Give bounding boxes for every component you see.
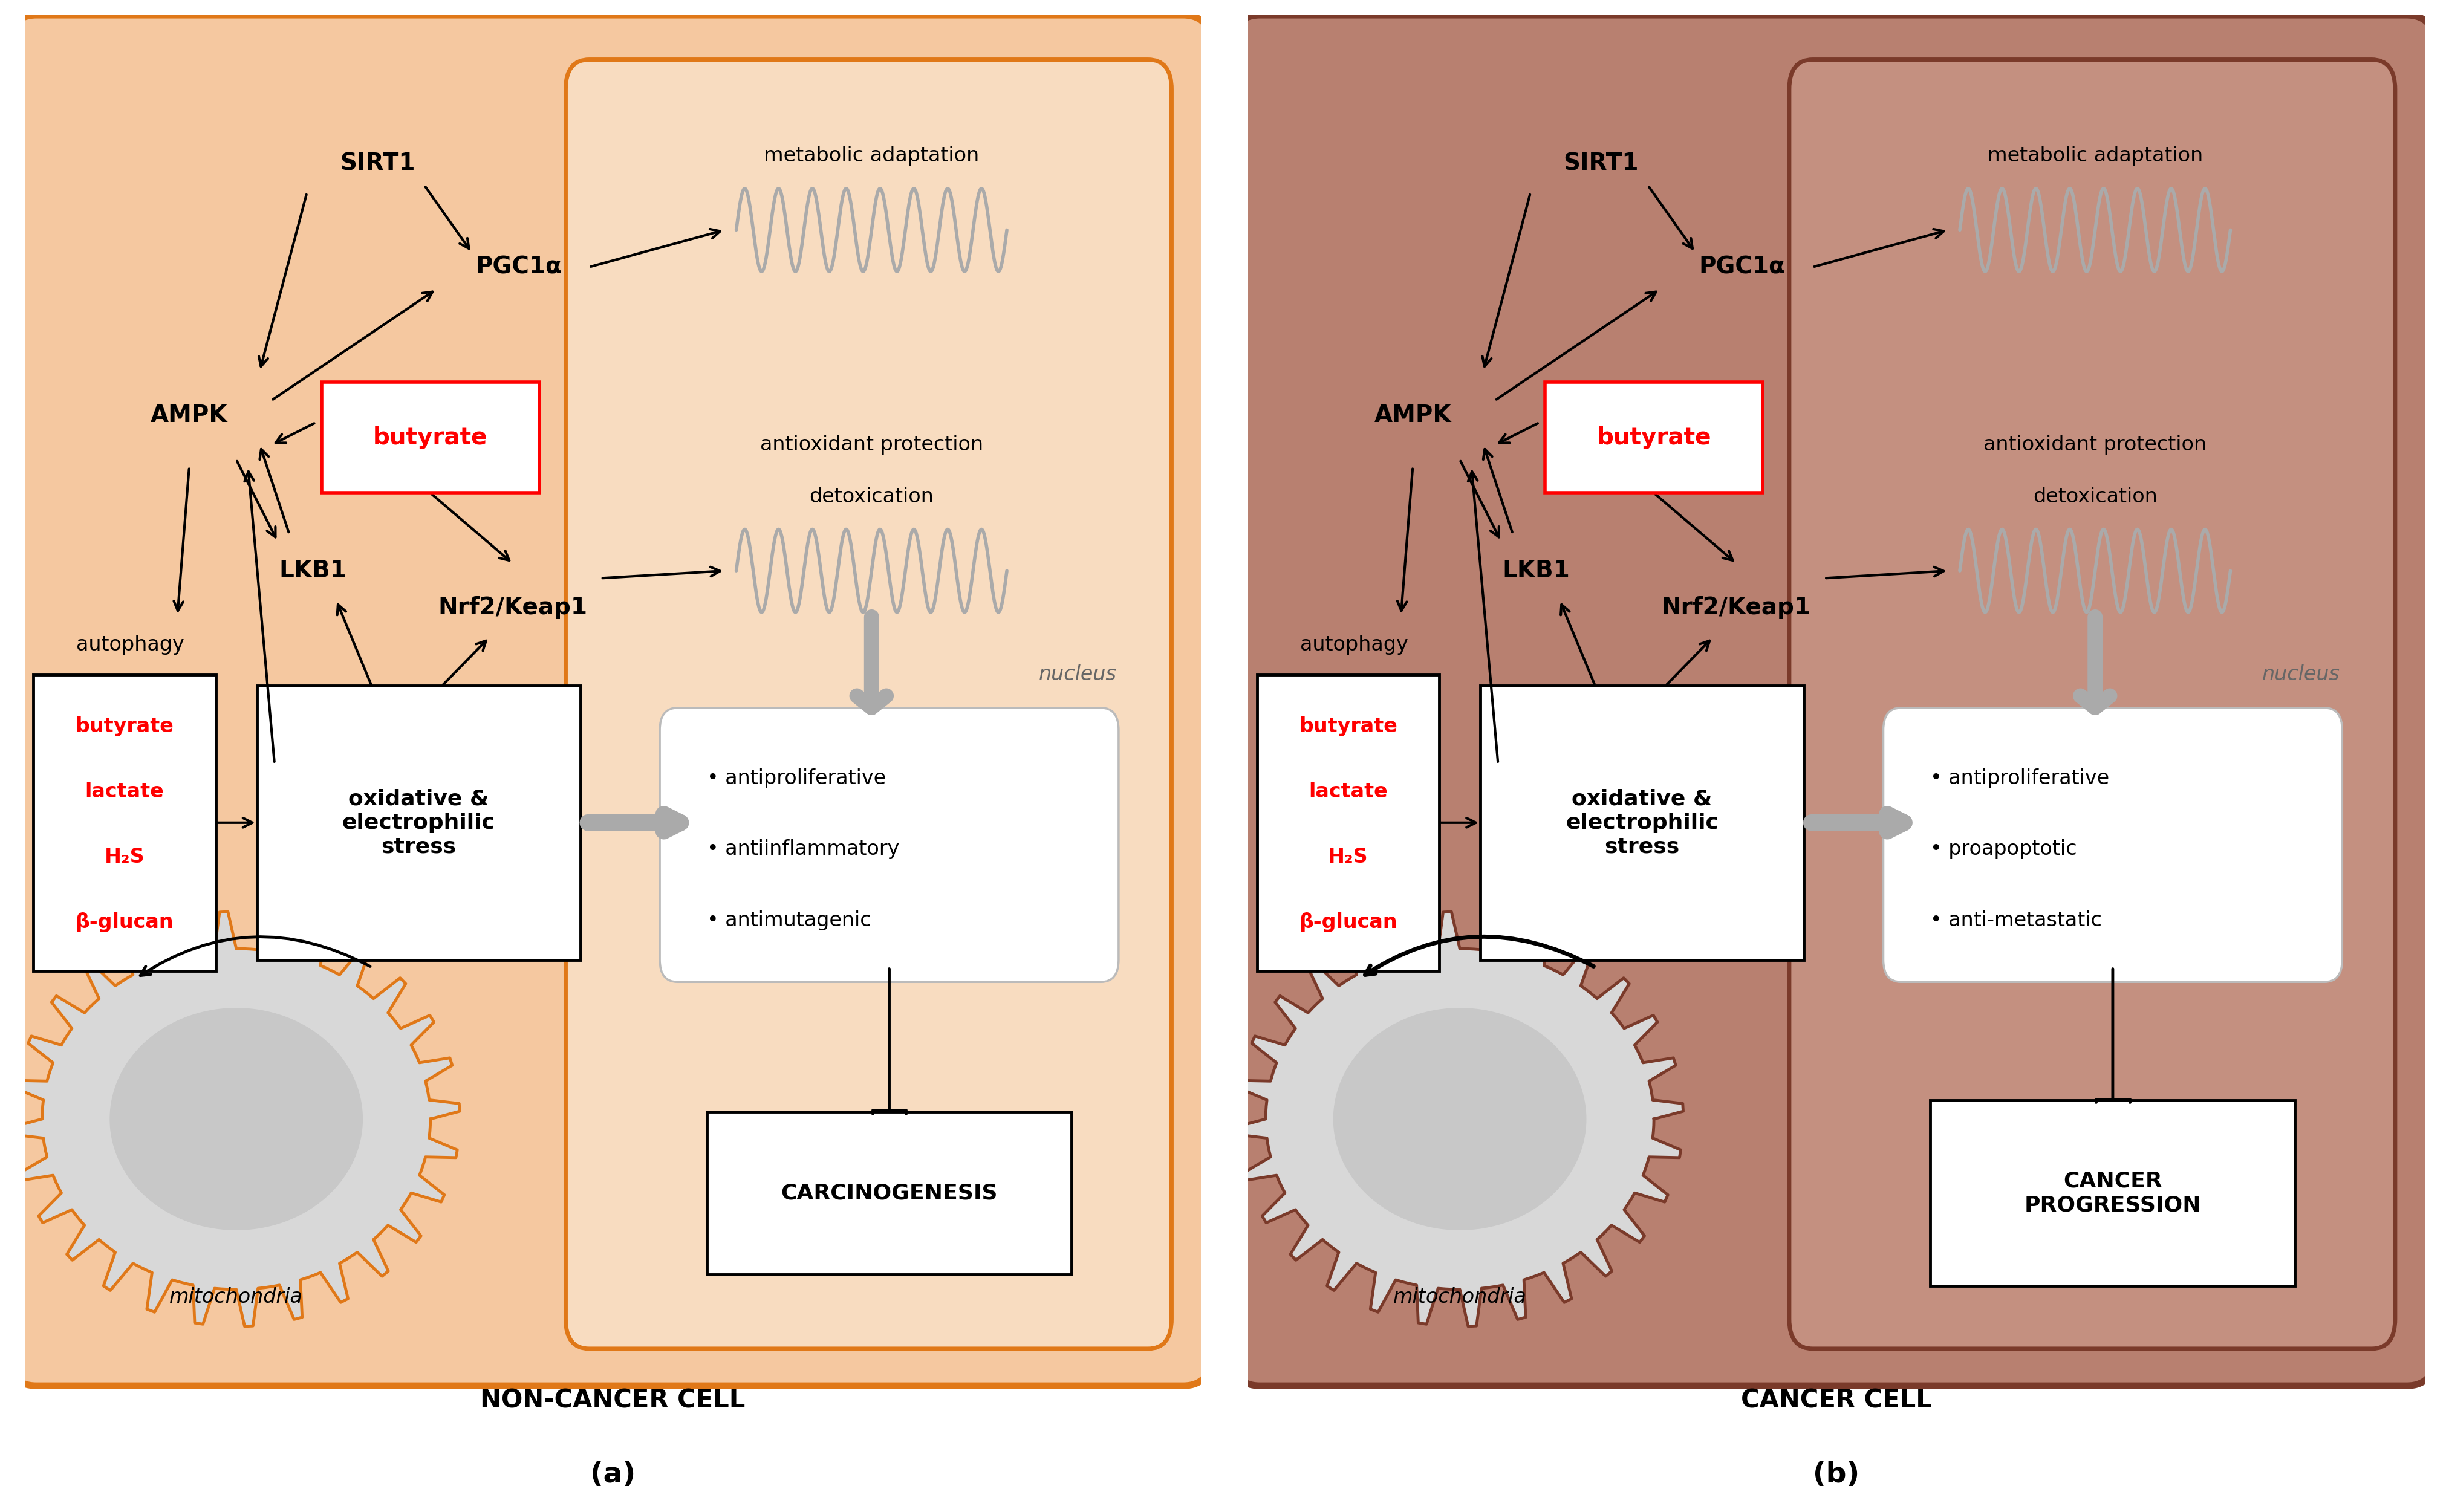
FancyBboxPatch shape (566, 59, 1171, 1349)
Text: butyrate: butyrate (1298, 717, 1398, 736)
Text: oxidative &
electrophilic
stress: oxidative & electrophilic stress (1565, 789, 1719, 857)
Polygon shape (110, 1009, 362, 1229)
Text: metabolic adaptation: metabolic adaptation (1989, 147, 2202, 166)
Text: autophagy: autophagy (76, 635, 184, 655)
Text: butyrate: butyrate (372, 426, 487, 449)
Text: PGC1α: PGC1α (1700, 256, 1785, 278)
Text: • antiinflammatory: • antiinflammatory (708, 839, 899, 859)
Text: H₂S: H₂S (1327, 847, 1369, 866)
Text: nucleus: nucleus (1038, 665, 1117, 685)
Text: SIRT1: SIRT1 (1562, 151, 1638, 175)
Text: (a): (a) (590, 1461, 634, 1488)
FancyBboxPatch shape (659, 708, 1119, 981)
Text: Nrf2/Keap1: Nrf2/Keap1 (1660, 596, 1810, 620)
Text: Nrf2/Keap1: Nrf2/Keap1 (438, 596, 588, 620)
Text: • antimutagenic: • antimutagenic (708, 910, 872, 930)
Text: β-glucan: β-glucan (1298, 912, 1398, 931)
FancyBboxPatch shape (321, 383, 539, 493)
Text: (b): (b) (1812, 1461, 1859, 1488)
FancyBboxPatch shape (1479, 685, 1805, 960)
Text: autophagy: autophagy (1300, 635, 1408, 655)
Text: detoxication: detoxication (2033, 487, 2158, 507)
Text: metabolic adaptation: metabolic adaptation (764, 147, 980, 166)
Text: detoxication: detoxication (808, 487, 933, 507)
Polygon shape (1237, 912, 1682, 1326)
Text: butyrate: butyrate (1597, 426, 1712, 449)
Text: SIRT1: SIRT1 (340, 151, 414, 175)
Text: LKB1: LKB1 (279, 559, 345, 582)
Text: lactate: lactate (86, 782, 164, 801)
FancyBboxPatch shape (1930, 1101, 2295, 1285)
Text: butyrate: butyrate (76, 717, 174, 736)
Text: • proapoptotic: • proapoptotic (1930, 839, 2077, 859)
Text: oxidative &
electrophilic
stress: oxidative & electrophilic stress (343, 789, 495, 857)
Text: AMPK: AMPK (1374, 404, 1452, 426)
Text: mitochondria: mitochondria (1393, 1287, 1526, 1306)
Text: CARCINOGENESIS: CARCINOGENESIS (781, 1182, 997, 1204)
Text: antioxidant protection: antioxidant protection (759, 435, 982, 455)
FancyBboxPatch shape (708, 1111, 1073, 1275)
Text: antioxidant protection: antioxidant protection (1984, 435, 2207, 455)
Text: • anti-metastatic: • anti-metastatic (1930, 910, 2101, 930)
FancyBboxPatch shape (1883, 708, 2341, 981)
Polygon shape (12, 912, 460, 1326)
FancyBboxPatch shape (1256, 674, 1440, 971)
FancyBboxPatch shape (1545, 383, 1763, 493)
Text: lactate: lactate (1308, 782, 1389, 801)
Text: AMPK: AMPK (152, 404, 228, 426)
FancyBboxPatch shape (1790, 59, 2395, 1349)
Polygon shape (1335, 1009, 1587, 1229)
FancyBboxPatch shape (1229, 15, 2437, 1385)
Text: PGC1α: PGC1α (475, 256, 561, 278)
Text: nucleus: nucleus (2263, 665, 2339, 685)
FancyBboxPatch shape (34, 674, 216, 971)
Text: LKB1: LKB1 (1504, 559, 1570, 582)
Text: β-glucan: β-glucan (76, 912, 174, 931)
FancyBboxPatch shape (257, 685, 580, 960)
Text: • antiproliferative: • antiproliferative (1930, 768, 2109, 788)
Text: NON-CANCER CELL: NON-CANCER CELL (480, 1388, 744, 1414)
Text: H₂S: H₂S (105, 847, 144, 866)
Text: • antiproliferative: • antiproliferative (708, 768, 887, 788)
Text: CANCER CELL: CANCER CELL (1741, 1388, 1932, 1414)
Text: CANCER
PROGRESSION: CANCER PROGRESSION (2025, 1170, 2202, 1216)
Text: mitochondria: mitochondria (169, 1287, 304, 1306)
FancyBboxPatch shape (7, 15, 1212, 1385)
